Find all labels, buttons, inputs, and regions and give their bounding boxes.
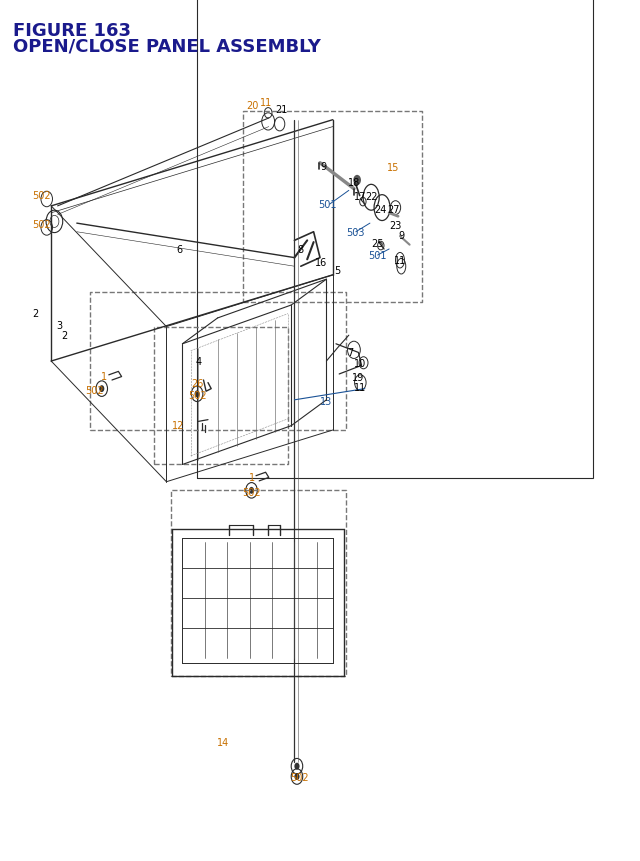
Text: 502: 502 [32,220,51,230]
Text: FIGURE 163: FIGURE 163 [13,22,131,40]
Circle shape [99,386,104,393]
Text: 6: 6 [176,245,182,255]
Text: 14: 14 [216,737,229,747]
Text: 16: 16 [315,257,328,268]
Text: 2: 2 [61,331,67,341]
Text: 9: 9 [399,231,405,241]
Circle shape [195,391,200,398]
Text: 27: 27 [387,205,400,215]
Text: 503: 503 [347,227,365,238]
Text: 15: 15 [387,163,400,173]
Text: 18: 18 [348,177,360,188]
Text: OPEN/CLOSE PANEL ASSEMBLY: OPEN/CLOSE PANEL ASSEMBLY [13,37,321,55]
Text: 9: 9 [320,162,326,172]
Text: 19: 19 [352,372,365,382]
Text: 11: 11 [394,256,406,266]
Text: 502: 502 [32,190,51,201]
Text: 24: 24 [374,205,387,215]
Text: 502: 502 [290,771,309,782]
Text: 8: 8 [298,245,304,255]
Text: 21: 21 [275,105,288,115]
Text: 5: 5 [334,265,340,276]
Text: 2: 2 [32,308,38,319]
Text: 4: 4 [195,356,202,367]
Text: 501: 501 [369,251,387,261]
Text: 7: 7 [347,347,353,357]
Text: 501: 501 [319,200,337,210]
Text: 1: 1 [100,371,107,381]
Circle shape [249,487,254,494]
Text: 13: 13 [320,396,333,406]
Circle shape [353,176,361,186]
Text: 502: 502 [188,390,207,400]
Text: 11: 11 [354,382,367,393]
Text: 17: 17 [353,192,366,202]
Text: 502: 502 [85,386,104,396]
Text: 25: 25 [371,238,384,249]
Text: 10: 10 [354,358,367,369]
Text: 502: 502 [242,487,261,498]
Text: 11: 11 [259,97,272,108]
Text: 22: 22 [365,191,378,201]
Text: 20: 20 [246,101,259,111]
Text: 12: 12 [172,420,184,430]
Circle shape [294,773,300,780]
Circle shape [294,763,300,770]
Text: 3: 3 [56,320,63,331]
Text: 23: 23 [389,220,402,231]
Text: 1: 1 [248,472,255,482]
Text: 26: 26 [191,378,204,388]
